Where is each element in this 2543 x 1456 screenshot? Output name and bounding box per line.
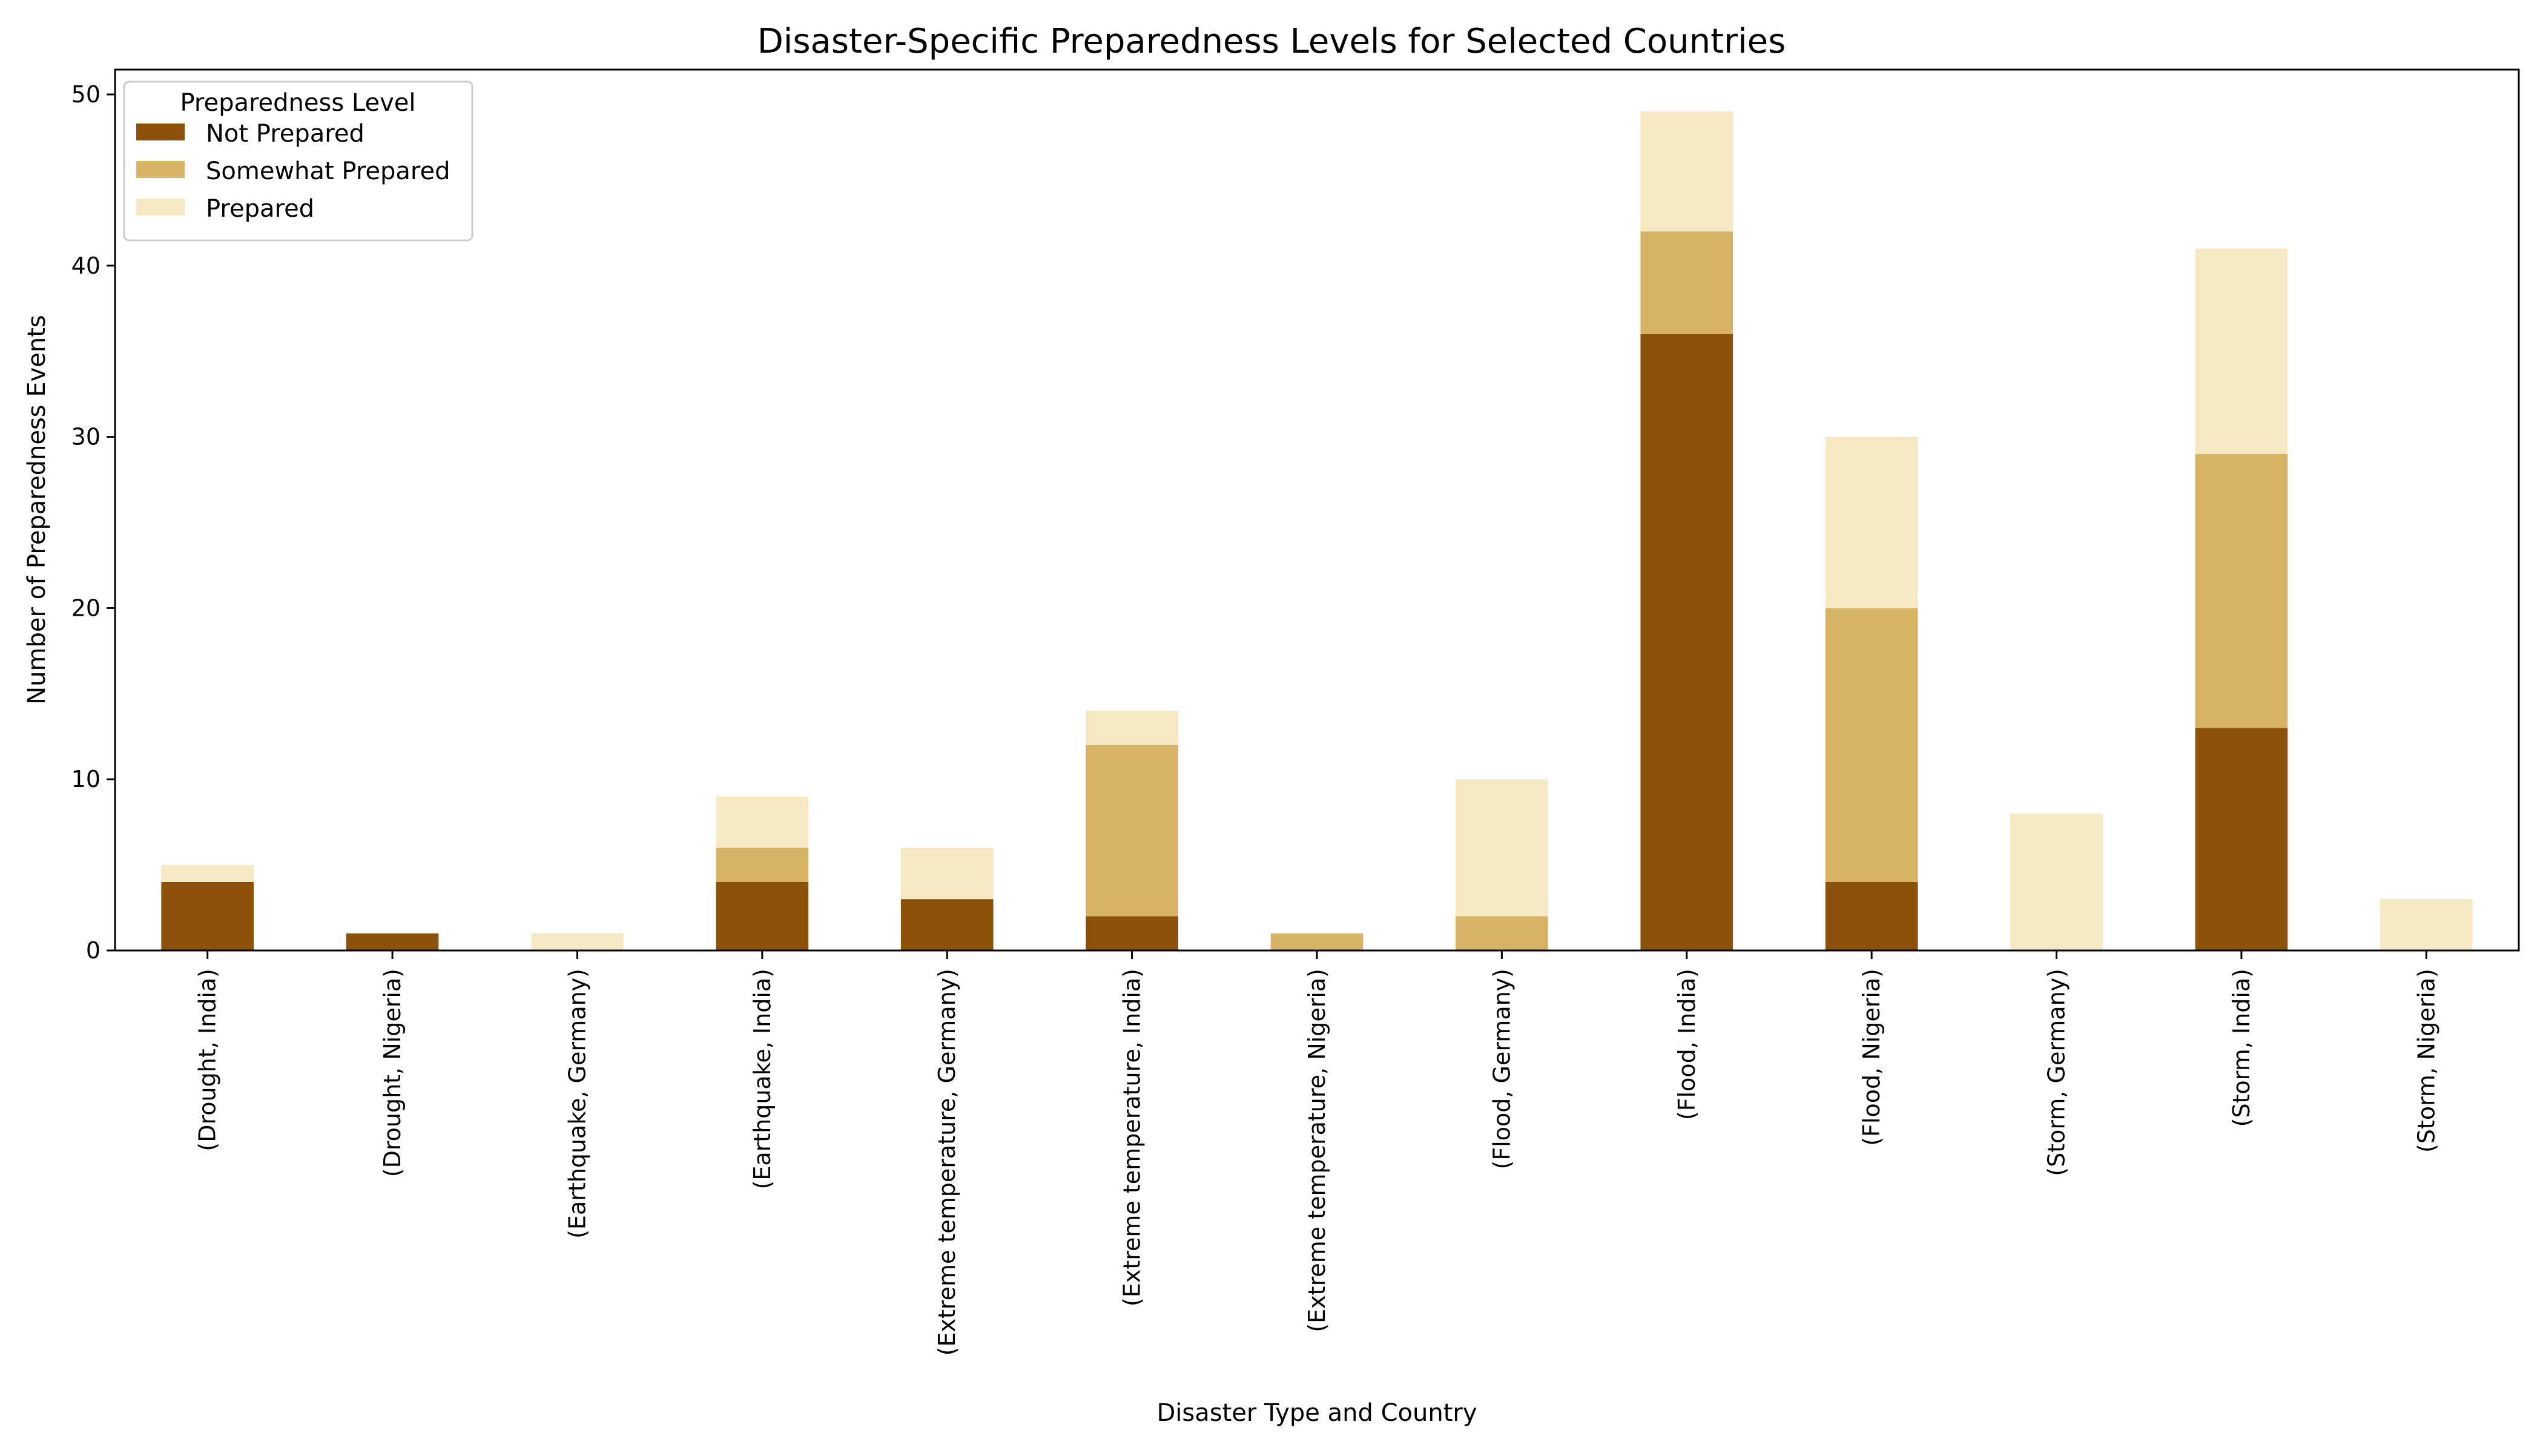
legend-title: Preparedness Level bbox=[180, 89, 415, 117]
bar-segment-prepared-5 bbox=[1086, 711, 1178, 745]
plot-frame bbox=[114, 68, 2520, 952]
x-tick-label: (Earthquake, India) bbox=[749, 969, 776, 1190]
bar-segment-not-prepared-0 bbox=[161, 881, 254, 950]
bar-segment-not-prepared-4 bbox=[900, 899, 994, 950]
bar-segment-not-prepared-11 bbox=[2195, 728, 2288, 950]
y-axis-label: Number of Preparedness Events bbox=[23, 315, 51, 705]
x-tick-label: (Earthquake, Germany) bbox=[564, 969, 590, 1239]
bar-segment-not-prepared-9 bbox=[1825, 881, 1918, 950]
bar-segment-not-prepared-8 bbox=[1640, 334, 1733, 950]
y-tick-label: 30 bbox=[71, 424, 101, 450]
bar-segment-not-prepared-5 bbox=[1086, 916, 1178, 950]
legend-items: Not Prepared Somewhat Prepared Prepared bbox=[136, 120, 450, 223]
bar-segment-prepared-0 bbox=[161, 865, 254, 882]
legend-label-somewhat-prepared: Somewhat Prepared bbox=[206, 157, 450, 185]
bar-segment-prepared-4 bbox=[900, 848, 994, 900]
x-tick-label: (Storm, Germany) bbox=[2043, 969, 2070, 1176]
x-axis-label: Disaster Type and Country bbox=[1156, 1399, 1477, 1427]
bar-segment-prepared-8 bbox=[1640, 111, 1733, 232]
bar-segment-not-prepared-1 bbox=[346, 933, 439, 950]
y-tick-label: 0 bbox=[86, 937, 101, 964]
bar-segment-prepared-2 bbox=[531, 933, 624, 950]
y-tick-label: 50 bbox=[71, 81, 101, 108]
bar-segment-prepared-3 bbox=[716, 796, 809, 848]
legend-frame bbox=[123, 81, 473, 242]
bar-segment-somewhat-prepared-11 bbox=[2195, 453, 2288, 728]
bar-segment-somewhat-prepared-6 bbox=[1270, 933, 1364, 950]
chart-title: Disaster-Specific Preparedness Levels fo… bbox=[757, 22, 1786, 61]
x-tick-label: (Extreme temperature, Germany) bbox=[934, 969, 960, 1356]
bar-segment-prepared-12 bbox=[2380, 899, 2473, 950]
y-tick-label: 40 bbox=[71, 252, 101, 279]
bar-segment-prepared-7 bbox=[1456, 779, 1548, 917]
x-tick-label: (Storm, Nigeria) bbox=[2413, 969, 2439, 1153]
x-tick-label: (Extreme temperature, India) bbox=[1119, 969, 1146, 1306]
x-tick-label: (Flood, Nigeria) bbox=[1858, 969, 1885, 1146]
legend-label-prepared: Prepared bbox=[206, 195, 314, 223]
bar-segment-prepared-11 bbox=[2195, 248, 2288, 454]
x-tick-label: (Storm, India) bbox=[2228, 969, 2255, 1127]
legend-swatch-somewhat-prepared bbox=[136, 161, 185, 178]
bar-segment-somewhat-prepared-7 bbox=[1456, 916, 1548, 950]
bar-segment-prepared-10 bbox=[2010, 813, 2103, 950]
legend: Preparedness Level Not Prepared Somewhat … bbox=[123, 81, 473, 242]
bar-segment-not-prepared-3 bbox=[716, 881, 809, 950]
legend-swatch-prepared bbox=[136, 199, 185, 216]
bar-segment-prepared-9 bbox=[1825, 436, 1918, 608]
bar-segment-somewhat-prepared-8 bbox=[1640, 231, 1733, 334]
y-tick-label: 10 bbox=[71, 766, 101, 792]
bar-segment-somewhat-prepared-9 bbox=[1825, 608, 1918, 882]
x-tick-label: (Drought, India) bbox=[194, 969, 221, 1151]
y-axis: 0 10 20 30 40 50 bbox=[71, 81, 115, 964]
x-tick-label: (Extreme temperature, Nigeria) bbox=[1304, 969, 1330, 1332]
bar-segment-somewhat-prepared-5 bbox=[1086, 745, 1178, 917]
x-tick-label: (Flood, Germany) bbox=[1488, 969, 1515, 1170]
x-tick-label: (Drought, Nigeria) bbox=[379, 969, 406, 1177]
bars-layer bbox=[161, 111, 2473, 950]
x-axis: (Drought, India) (Drought, Nigeria) (Earth… bbox=[194, 950, 2439, 1356]
bar-segment-somewhat-prepared-3 bbox=[716, 848, 809, 882]
y-tick-label: 20 bbox=[71, 595, 101, 621]
legend-swatch-not-prepared bbox=[136, 124, 185, 140]
x-tick-label: (Flood, India) bbox=[1674, 969, 1700, 1120]
legend-label-not-prepared: Not Prepared bbox=[206, 120, 364, 148]
